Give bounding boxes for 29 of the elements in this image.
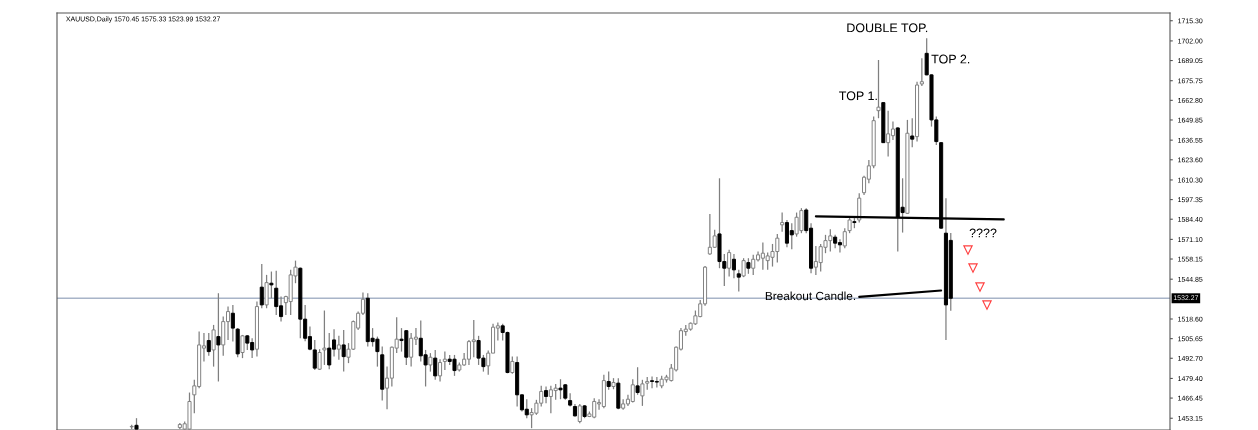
candlestick	[857, 192, 862, 224]
candlestick	[780, 211, 785, 233]
annotation: Breakout Candle.	[765, 291, 856, 301]
candlestick	[876, 59, 881, 119]
candlestick	[221, 315, 226, 357]
annotation: DOUBLE TOP.	[847, 23, 928, 33]
candlestick	[630, 378, 635, 404]
candlestick	[842, 227, 847, 249]
candlestick	[438, 358, 443, 383]
candlestick	[731, 253, 736, 279]
candlestick	[409, 332, 414, 368]
candlestick	[211, 324, 216, 368]
candlestick	[322, 309, 327, 366]
candlestick	[577, 403, 582, 424]
annotation: TOP 2.	[931, 54, 970, 64]
candlestick	[471, 319, 476, 358]
candlestick	[317, 348, 322, 371]
annotation: TOP 1.	[839, 91, 877, 101]
candlestick	[274, 270, 279, 316]
candlestick	[886, 110, 891, 158]
candlestick	[336, 335, 341, 361]
candlestick	[640, 379, 645, 407]
candlestick	[264, 274, 269, 309]
candlestick	[442, 350, 447, 371]
candlestick	[727, 249, 732, 278]
candlestick	[428, 352, 433, 373]
annotation: ????	[969, 228, 997, 238]
candlestick	[890, 120, 895, 141]
candlestick	[751, 254, 756, 276]
